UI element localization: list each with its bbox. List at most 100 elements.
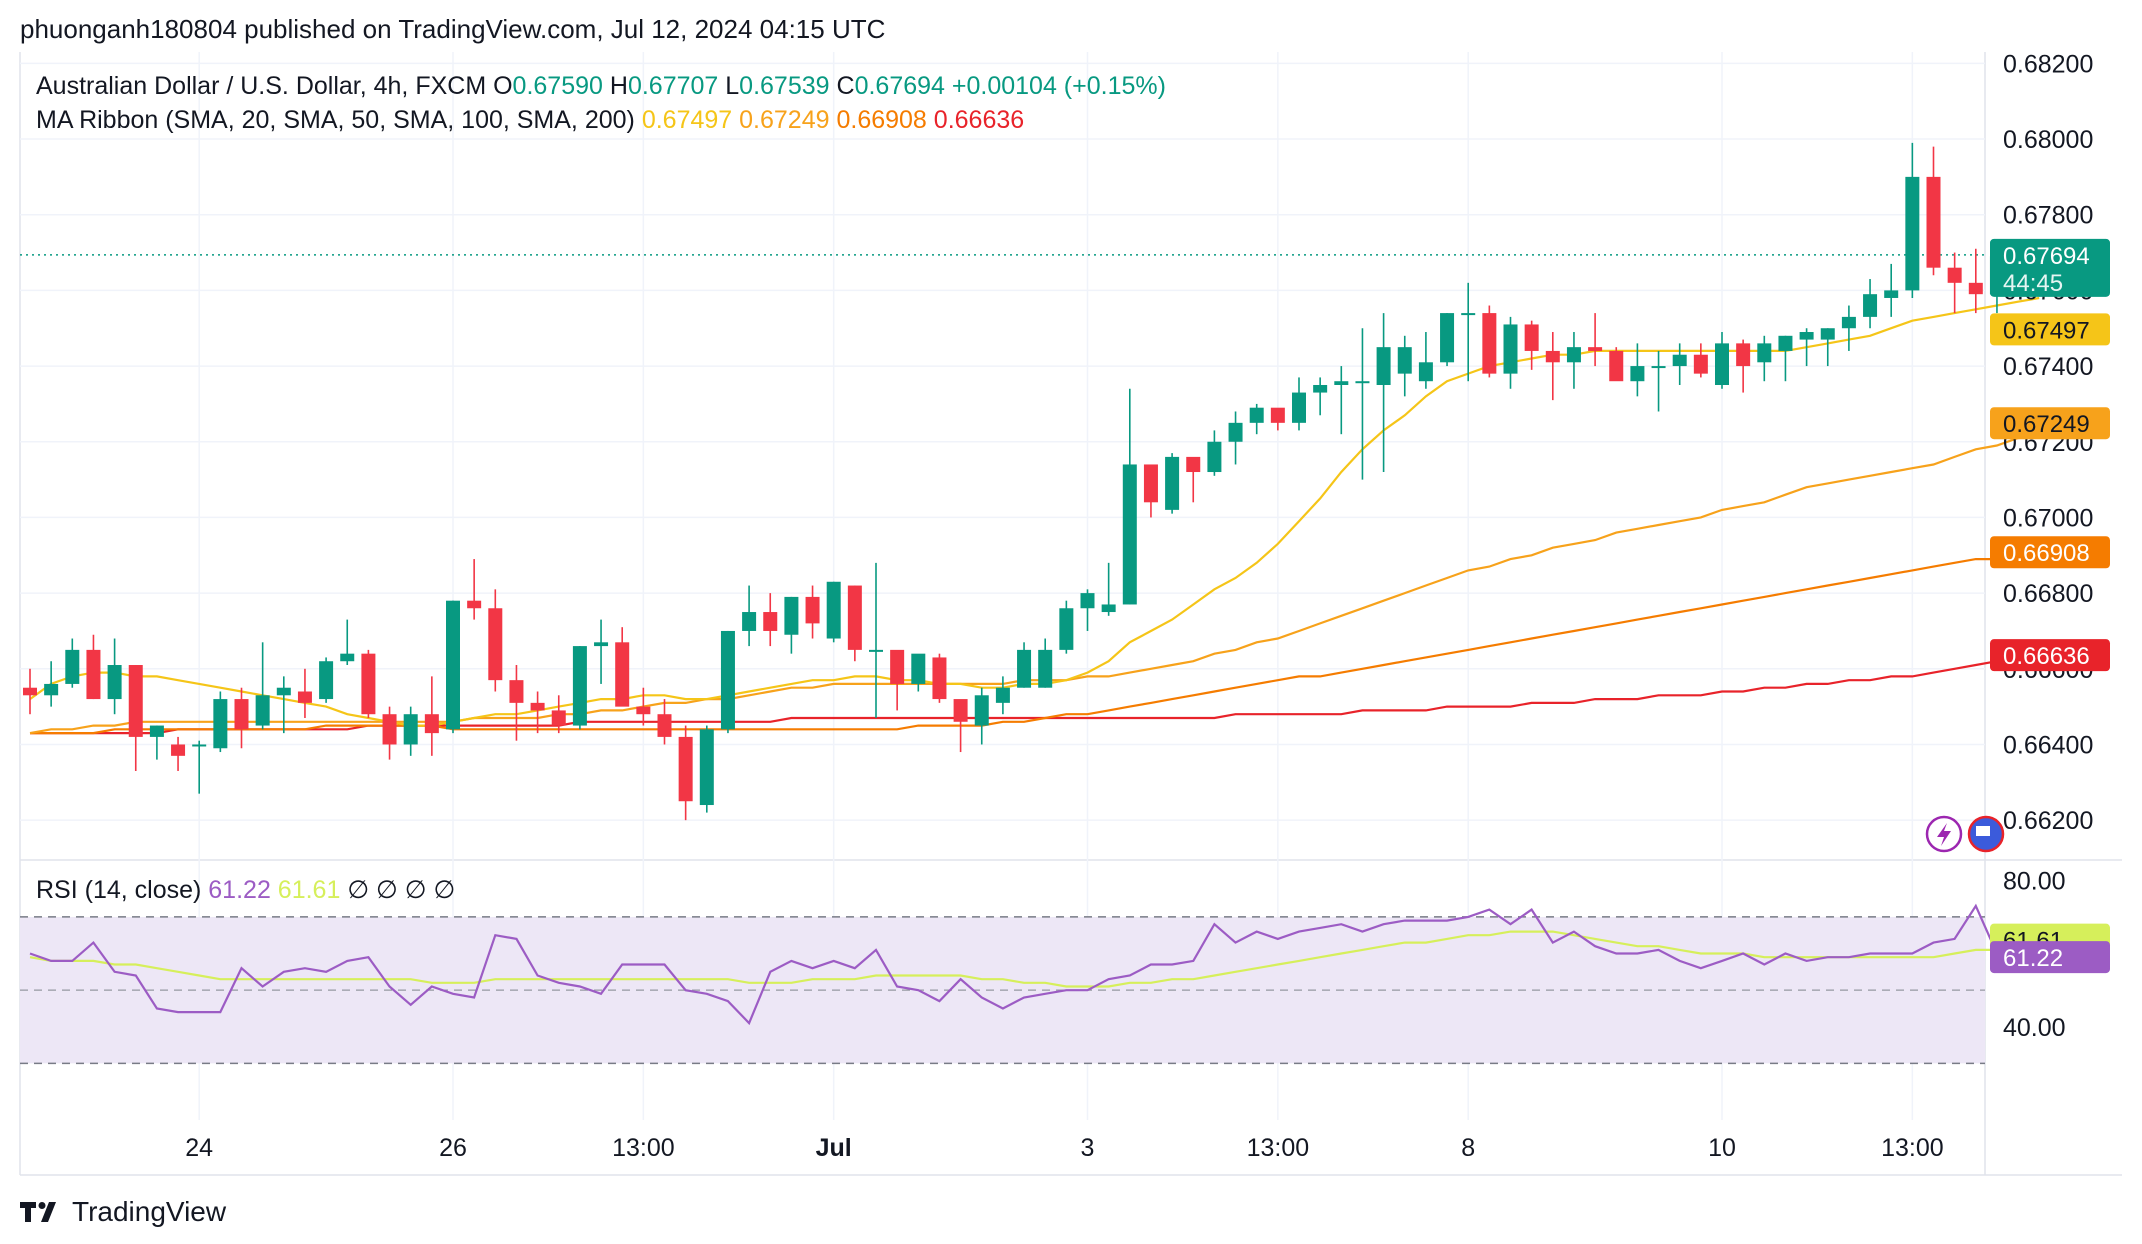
candle <box>1693 343 1708 378</box>
price-tick-label: 0.67400 <box>2003 353 2093 381</box>
candle <box>572 646 587 730</box>
candle-body <box>1207 441 1222 473</box>
ma-price-label-text: 0.66636 <box>2003 643 2090 670</box>
candle-body <box>720 630 735 730</box>
candle-body <box>424 714 439 734</box>
candle-body <box>276 687 291 696</box>
legend-ohlc-value: 0.67539 <box>739 72 836 100</box>
candle <box>1418 332 1433 389</box>
candle-body <box>1418 362 1433 382</box>
legend-ohlc-value: 0.67590 <box>513 72 610 100</box>
candle <box>1799 328 1814 367</box>
candle-body <box>826 581 841 639</box>
candle-body <box>1799 332 1814 340</box>
candle-body <box>488 608 503 681</box>
ma-price-label: 0.66636 <box>1990 639 2110 672</box>
candle <box>1017 642 1032 688</box>
legend-rsi: RSI (14, close) 61.22 61.61 ∅ ∅ ∅ ∅ <box>36 876 455 904</box>
tradingview-logo-icon <box>20 1202 56 1222</box>
ma-price-label-text: 0.66908 <box>2003 540 2090 567</box>
candle-body <box>805 596 820 624</box>
candle-body <box>1841 316 1856 329</box>
candle <box>890 649 905 711</box>
candle <box>1482 305 1497 378</box>
price-tick-label: 0.66800 <box>2003 580 2093 608</box>
price-axis[interactable]: 0.682000.680000.678000.676000.674000.672… <box>1990 50 2110 1042</box>
time-axis[interactable]: 24 26 13:00 Jul 3 13:00 8 10 13:00 <box>185 1134 1943 1162</box>
price-tick-label: 0.66400 <box>2003 731 2093 759</box>
candle-body <box>1038 649 1053 688</box>
candle <box>1355 328 1370 480</box>
candle <box>1715 332 1729 389</box>
candle-body <box>1059 608 1074 650</box>
candle-body <box>1651 366 1666 369</box>
time-tick-label: 3 <box>1081 1134 1095 1162</box>
legend-symbol: Australian Dollar / U.S. Dollar, 4h, FXC… <box>36 72 1166 100</box>
candle-body <box>1313 384 1328 393</box>
price-tick-label: 0.66200 <box>2003 807 2093 835</box>
candle-body <box>1461 313 1476 316</box>
price-tick-label: 0.68200 <box>2003 50 2093 78</box>
legend-ohlc-key: O <box>493 72 512 100</box>
ma-price-label-bg <box>1990 313 2110 346</box>
legend-rsi-na: ∅ <box>434 876 456 904</box>
time-tick-label: Jul <box>816 1134 852 1162</box>
candle <box>1820 328 1835 367</box>
ma20-line <box>29 296 2040 727</box>
rsi-ma-line <box>29 930 2061 988</box>
candle <box>1588 313 1603 367</box>
flag-icon-field <box>1976 826 1990 836</box>
candle-body <box>1757 343 1772 363</box>
candle <box>509 665 524 741</box>
ma-price-label: 0.67497 <box>1990 313 2110 346</box>
candle-body <box>1270 407 1285 423</box>
rsi-line <box>29 903 2061 1026</box>
legend-ohlc-key: C <box>837 72 855 100</box>
candle-body <box>1715 343 1729 385</box>
candle <box>763 593 778 647</box>
candle <box>1313 377 1328 416</box>
candle <box>128 665 143 771</box>
candle <box>1884 263 1899 317</box>
candle <box>382 706 397 760</box>
candle-body <box>572 646 587 726</box>
candle-body <box>1672 354 1687 367</box>
candle-body <box>615 642 630 707</box>
candle-body <box>1228 422 1243 442</box>
legend-ohlc-value: 0.67694 <box>855 72 952 100</box>
candle-body <box>1884 290 1899 298</box>
candle-body <box>467 600 482 609</box>
candle <box>86 634 101 700</box>
ma-price-label-text: 0.67497 <box>2003 317 2090 344</box>
candle <box>255 642 270 730</box>
candle-body <box>361 653 376 715</box>
legend-rsi-na: ∅ <box>405 876 434 904</box>
candle-body <box>107 665 122 700</box>
candle-body <box>1566 347 1581 363</box>
tradingview-logo: TradingView <box>20 1196 226 1228</box>
candle-body <box>1524 324 1539 351</box>
candle <box>1778 335 1793 382</box>
candle <box>1566 332 1581 389</box>
lightning-icon-bolt <box>1937 823 1951 846</box>
candle-body <box>1968 282 1983 295</box>
candle <box>1672 343 1687 385</box>
legend-rsi-ma-value: 61.61 <box>278 876 348 904</box>
candle-body <box>1820 328 1835 340</box>
candle-body <box>890 649 905 684</box>
candle <box>1292 377 1306 431</box>
candle <box>847 585 862 662</box>
ma-ribbon <box>29 296 2040 735</box>
legend: Australian Dollar / U.S. Dollar, 4h, FXC… <box>36 72 1166 904</box>
candle-body <box>1080 593 1095 609</box>
candle-body <box>636 706 651 715</box>
candle-body <box>699 729 714 806</box>
candle <box>678 725 693 821</box>
candle-body <box>1017 649 1032 688</box>
candle <box>65 638 80 688</box>
rsi-value-label-bg <box>1990 941 2110 974</box>
candle <box>1228 411 1243 465</box>
candle <box>361 649 376 718</box>
candle-body <box>1736 343 1751 367</box>
